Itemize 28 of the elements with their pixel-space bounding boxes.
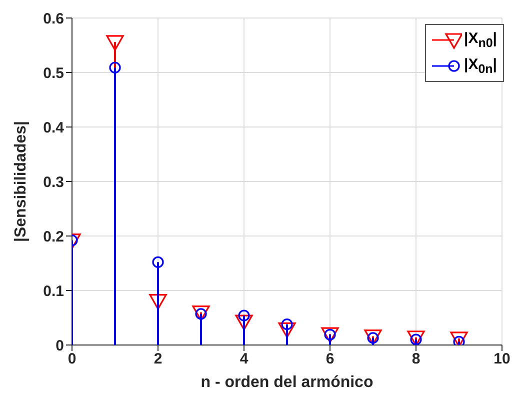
x-tick-label: 6 — [326, 350, 334, 368]
point — [321, 327, 339, 343]
point — [450, 332, 468, 345]
point — [109, 62, 121, 74]
point — [364, 329, 382, 345]
legend-label: |X$_{n0}$| — [464, 30, 497, 50]
y-tick-label: 0.1 — [43, 282, 64, 300]
x-tick-label: 4 — [240, 350, 249, 368]
y-tick-label: 0.5 — [43, 64, 64, 82]
y-axis-title: |Sensibilidades| — [12, 121, 30, 242]
point — [149, 294, 167, 310]
y-tick-label: 0.3 — [43, 174, 64, 191]
x-axis-title: n - orden del armónico — [200, 374, 374, 391]
x-tick-label: 0 — [68, 350, 76, 368]
point — [238, 310, 250, 322]
point — [152, 256, 164, 268]
point — [407, 330, 425, 345]
x-tick-label: 10 — [494, 350, 510, 368]
y-tick-label: 0 — [56, 337, 64, 354]
legend-label: |X$_{0n}$| — [464, 56, 497, 76]
x-tick-label: 2 — [154, 350, 162, 368]
y-tick-label: 0.2 — [43, 228, 64, 246]
point — [278, 322, 296, 338]
y-tick-label: 0.4 — [43, 119, 65, 136]
point — [106, 35, 124, 51]
y-tick-label: 0.6 — [43, 10, 64, 28]
x-tick-label: 8 — [412, 350, 420, 368]
point — [235, 314, 253, 330]
